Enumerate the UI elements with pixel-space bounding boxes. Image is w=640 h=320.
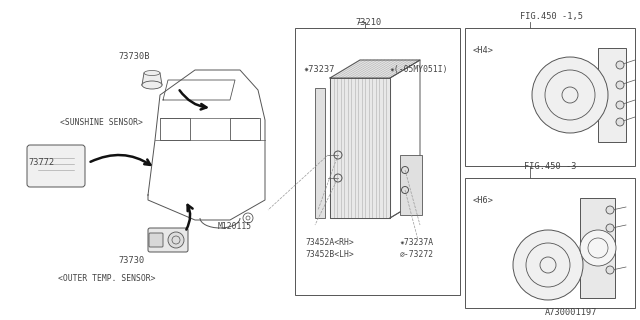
Bar bbox=[465, 178, 635, 308]
Wedge shape bbox=[548, 263, 581, 276]
Circle shape bbox=[580, 230, 616, 266]
Wedge shape bbox=[570, 63, 593, 95]
Bar bbox=[580, 198, 615, 298]
Wedge shape bbox=[548, 236, 573, 265]
Bar bbox=[465, 28, 635, 166]
Bar bbox=[598, 48, 626, 142]
Wedge shape bbox=[515, 254, 548, 267]
Wedge shape bbox=[523, 265, 548, 294]
Bar bbox=[315, 88, 325, 218]
Ellipse shape bbox=[144, 70, 160, 76]
Circle shape bbox=[606, 224, 614, 232]
Text: 73452B<LH>: 73452B<LH> bbox=[305, 250, 354, 259]
Ellipse shape bbox=[142, 81, 162, 89]
Text: <H4>: <H4> bbox=[473, 46, 494, 55]
Polygon shape bbox=[330, 60, 420, 78]
Text: M120115: M120115 bbox=[218, 222, 252, 231]
Circle shape bbox=[616, 101, 624, 109]
Wedge shape bbox=[530, 233, 548, 265]
Circle shape bbox=[513, 230, 583, 300]
Wedge shape bbox=[548, 265, 566, 298]
Text: ✷(-05MY051I): ✷(-05MY051I) bbox=[390, 65, 449, 74]
Text: 73210: 73210 bbox=[355, 18, 381, 27]
Text: <H6>: <H6> bbox=[473, 196, 494, 205]
Circle shape bbox=[616, 61, 624, 69]
Text: 73772: 73772 bbox=[28, 158, 54, 167]
FancyBboxPatch shape bbox=[148, 228, 188, 252]
Circle shape bbox=[616, 118, 624, 126]
Wedge shape bbox=[543, 65, 570, 95]
Bar bbox=[295, 28, 460, 295]
Text: 73452A<RH>: 73452A<RH> bbox=[305, 238, 354, 247]
Wedge shape bbox=[570, 95, 604, 109]
Wedge shape bbox=[536, 95, 570, 115]
Text: FIG.450 -1,5: FIG.450 -1,5 bbox=[520, 12, 583, 21]
Circle shape bbox=[606, 266, 614, 274]
Bar bbox=[160, 118, 190, 140]
Text: 73730: 73730 bbox=[118, 256, 144, 265]
Bar bbox=[230, 118, 260, 140]
Text: <SUNSHINE SENSOR>: <SUNSHINE SENSOR> bbox=[60, 118, 143, 127]
Bar bbox=[400, 155, 422, 215]
Wedge shape bbox=[566, 95, 580, 129]
Text: ✷73237: ✷73237 bbox=[304, 65, 335, 74]
Text: ✷73237A: ✷73237A bbox=[400, 238, 434, 247]
Circle shape bbox=[616, 81, 624, 89]
Text: 73730B: 73730B bbox=[118, 52, 150, 61]
Text: A730001197: A730001197 bbox=[545, 308, 598, 317]
Circle shape bbox=[168, 232, 184, 248]
Text: FIG.450 -3: FIG.450 -3 bbox=[524, 162, 577, 171]
Text: ∅-73272: ∅-73272 bbox=[400, 250, 434, 259]
Text: <OUTER TEMP. SENSOR>: <OUTER TEMP. SENSOR> bbox=[58, 274, 156, 283]
Circle shape bbox=[532, 57, 608, 133]
FancyBboxPatch shape bbox=[27, 145, 85, 187]
Polygon shape bbox=[142, 73, 162, 85]
Polygon shape bbox=[330, 78, 390, 218]
FancyBboxPatch shape bbox=[149, 233, 163, 247]
Circle shape bbox=[606, 206, 614, 214]
